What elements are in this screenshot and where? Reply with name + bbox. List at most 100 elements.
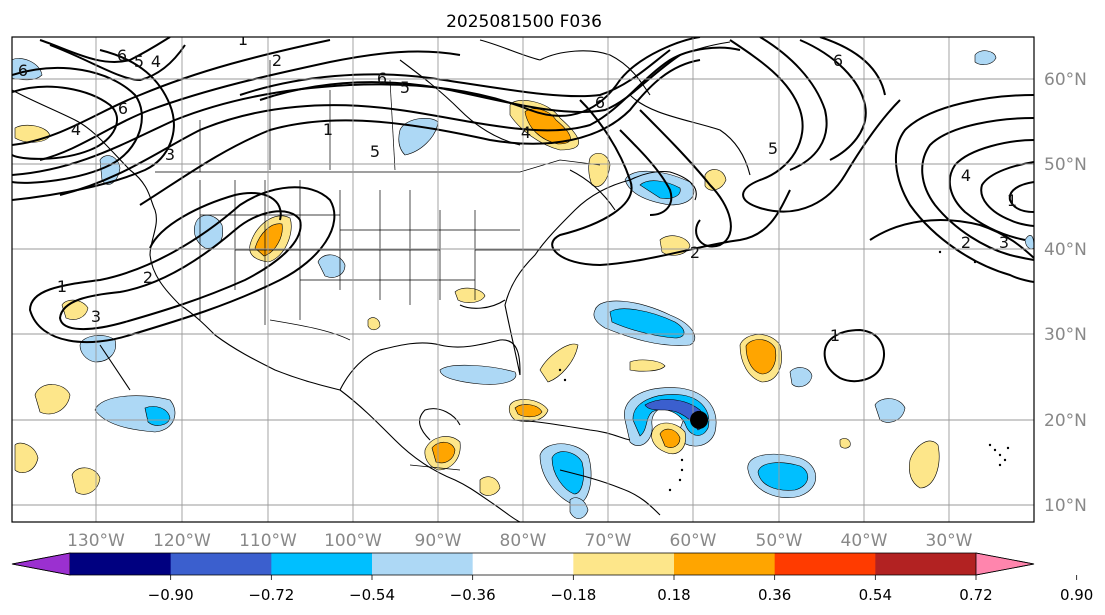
contour-label: 2	[272, 51, 282, 70]
map-panel: 1 2 6 5 4 6 5 6 1 5 6 6 1 2 3 4 2 1 2 3	[11, 30, 1035, 523]
contour-label: 1	[238, 30, 248, 49]
contour-label: 4	[521, 123, 531, 142]
colorbar-tick-label: 0.36	[758, 586, 791, 604]
colorbar-tick-label: 0.54	[859, 586, 892, 604]
pos-anomaly-caribbean-core	[659, 428, 681, 448]
lon-tick-label: 70°W	[585, 531, 632, 551]
neg-anomaly-east-atl	[1024, 235, 1034, 250]
colorbar-tick-label: −0.36	[450, 586, 496, 604]
contour-labels: 1 2 6 5 4 6 5 6 1 5 6 6 1 2 3 4 2 1 2 3	[18, 30, 1017, 345]
contour-label: 4	[151, 52, 161, 71]
contour-label: 2	[690, 243, 700, 262]
pos-anomaly-atl-east	[909, 440, 940, 489]
lon-tick-label: 110°W	[239, 531, 297, 551]
pos-anomaly-small-1	[367, 317, 381, 331]
contour-label: 6	[118, 99, 128, 118]
pos-anomaly-atl-small	[839, 438, 851, 449]
lat-tick-label: 60°N	[1044, 70, 1087, 90]
lat-tick-label: 20°N	[1044, 411, 1087, 431]
neg-anomaly-plains	[317, 254, 346, 278]
lon-tick-label: 40°W	[841, 531, 888, 551]
pos-anomaly-cuba-core	[514, 404, 543, 418]
figure-title: 2025081500 F036	[446, 12, 602, 32]
contour-label: 2	[143, 268, 153, 287]
lon-tick-label: 60°W	[670, 531, 717, 551]
lon-tick-label: 80°W	[500, 531, 547, 551]
colorbar-tick-label: 0.72	[959, 586, 992, 604]
contour-label: 5	[400, 78, 410, 97]
pos-anomaly-west-atl	[629, 359, 666, 372]
colorbar-segment	[774, 553, 876, 575]
colorbar-tick-label: 0.18	[657, 586, 690, 604]
contour-label: 4	[961, 166, 971, 185]
pos-anomaly-utah-core	[254, 223, 283, 257]
neg-anomaly-atl-small-2	[874, 398, 906, 423]
colorbar-segment	[271, 553, 373, 575]
contour-label: 3	[91, 307, 101, 326]
contour-label: 1	[1007, 191, 1017, 210]
colorbar-segment	[573, 553, 675, 575]
colorbar-tick-label: 0.90	[1060, 586, 1093, 604]
map-frame	[11, 36, 1035, 523]
lon-tick-label: 130°W	[67, 531, 125, 551]
contour-label: 3	[165, 145, 175, 164]
political-borders	[155, 60, 601, 471]
lon-tick-label: 30°W	[926, 531, 973, 551]
colorbar-tick-label: −0.18	[550, 586, 596, 604]
pos-anomaly-eastpac-1	[34, 384, 71, 415]
colorbar-tick-label: −0.72	[248, 586, 294, 604]
pos-anomaly-eastpac-3	[14, 442, 39, 473]
neg-anomaly-hurricane-eye	[644, 399, 704, 431]
contour-label: 1	[323, 120, 333, 139]
neg-anomaly-atl-small	[789, 367, 813, 388]
neg-anomaly-venezuela-core	[551, 451, 584, 495]
lon-tick-label: 50°W	[756, 531, 803, 551]
pos-anomaly-atlantic-1-core	[745, 339, 777, 375]
colorbar-segment	[170, 553, 272, 575]
lon-tick-label: 120°W	[153, 531, 211, 551]
pos-anomaly-gulf-coast	[454, 287, 486, 303]
contour-label: 3	[999, 233, 1009, 252]
pos-anomaly-eastpac-2	[71, 467, 101, 495]
lon-tick-label: 100°W	[324, 531, 382, 551]
colorbar-segment	[70, 553, 172, 575]
contour-label: 6	[18, 61, 28, 80]
contour-label: 6	[833, 51, 843, 70]
contour-label: 6	[117, 46, 127, 65]
contour-label: 4	[71, 120, 81, 139]
contour-label: 1	[830, 326, 840, 345]
colorbar-tick-label: −0.90	[148, 586, 194, 604]
longitude-labels: 130°W 120°W 110°W 100°W 90°W 80°W 70°W 6…	[67, 531, 973, 551]
neg-anomaly-eastpac-core	[144, 406, 171, 426]
colorbar-segment	[674, 553, 776, 575]
colorbar-segment	[372, 553, 474, 575]
lon-tick-label: 90°W	[415, 531, 462, 551]
colorbar-extend-max	[975, 552, 1035, 576]
colorbar-extend-min	[11, 552, 71, 576]
gridlines	[12, 37, 1034, 522]
colorbar-segment	[875, 553, 977, 575]
contour-label: 1	[57, 277, 67, 296]
lat-tick-label: 30°N	[1044, 325, 1087, 345]
lat-tick-label: 50°N	[1044, 155, 1087, 175]
colorbar-tick-label: −0.54	[349, 586, 395, 604]
pos-anomaly-venez-coast	[479, 476, 501, 496]
colorbar-outline	[11, 552, 1035, 576]
contour-label: 6	[595, 93, 605, 112]
contour-label: 5	[134, 52, 144, 71]
pos-anomaly-bahamas	[539, 343, 579, 383]
latitude-labels: 10°N 20°N 30°N 40°N 50°N 60°N	[1044, 70, 1087, 516]
neg-anomaly-gulf	[439, 364, 517, 385]
contour-label: 2	[961, 233, 971, 252]
neg-anomaly-greenland	[974, 50, 997, 65]
neg-anomaly-colombia	[569, 497, 589, 519]
contour-label: 5	[370, 142, 380, 161]
island-dots	[558, 250, 1010, 492]
colorbar-segment	[472, 553, 574, 575]
lat-tick-label: 10°N	[1044, 496, 1087, 516]
colorbar: −0.90 −0.72 −0.54 −0.36 −0.18 0.18 0.36 0.54 0.7…	[11, 552, 1093, 604]
neg-anomaly-atlantic-2-core	[757, 462, 808, 491]
contour-label: 5	[768, 139, 778, 158]
lat-tick-label: 40°N	[1044, 240, 1087, 260]
